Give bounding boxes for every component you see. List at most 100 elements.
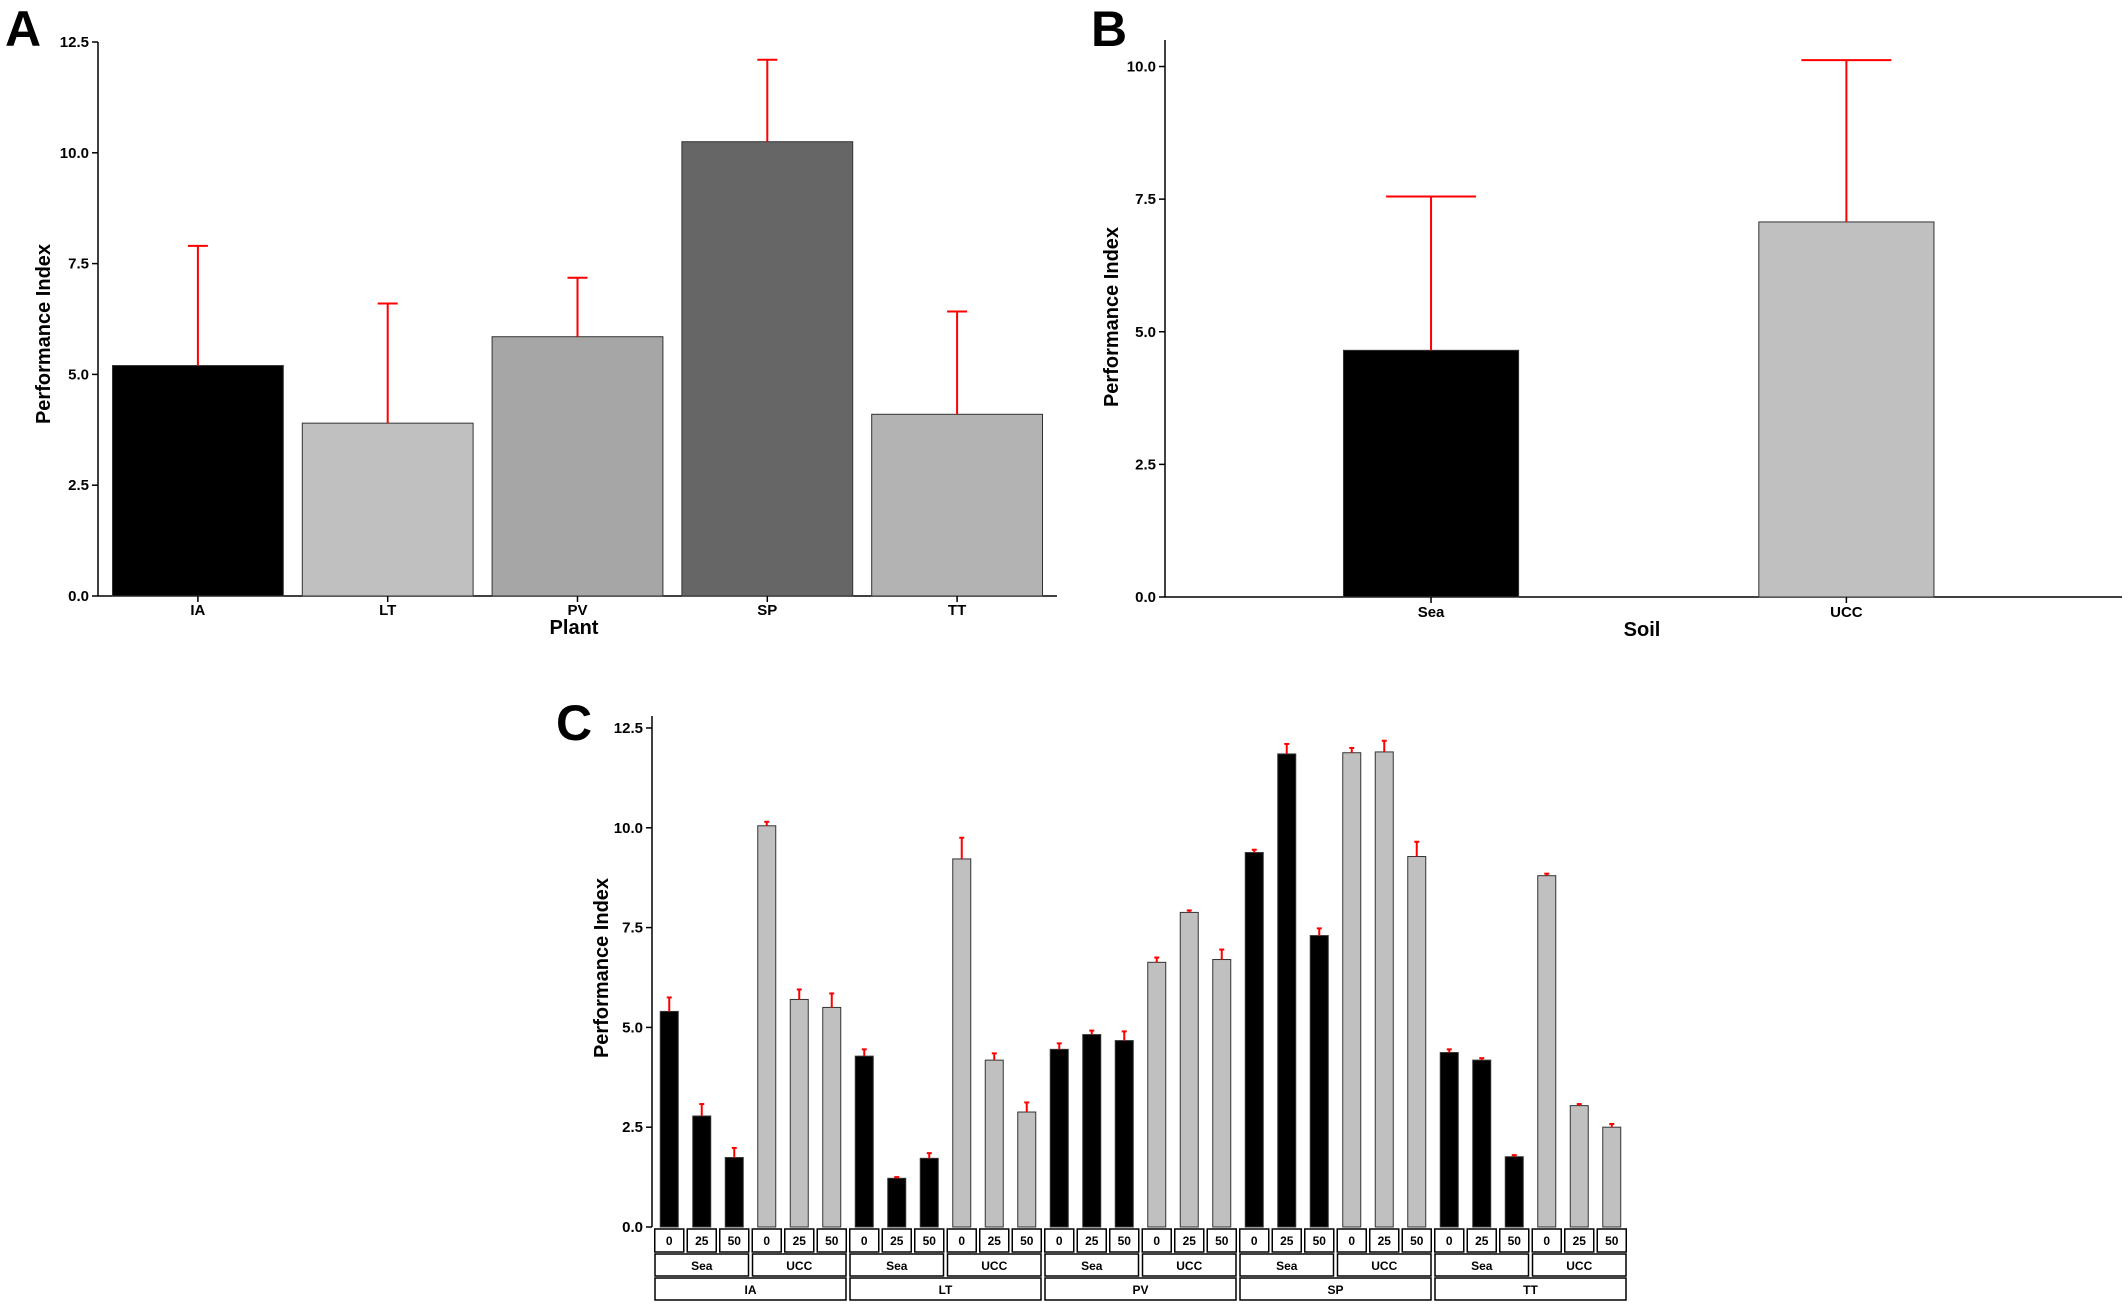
panel-c-level-label: 50 (1410, 1234, 1424, 1248)
panel-c-soil-strip (849, 1253, 945, 1277)
panel-c-soil-strip (1531, 1253, 1627, 1277)
panel-b-x-tick-label: Sea (1418, 604, 1445, 621)
panel-c-soil-label: UCC (1371, 1259, 1397, 1273)
panel-c-plant-label: IA (745, 1283, 757, 1297)
panel-c-level-strip (719, 1228, 750, 1253)
panel-c-level-strip (1336, 1228, 1367, 1253)
panel-b-y-tick-label: 0.0 (1135, 589, 1156, 606)
panel-c-level-label: 25 (1280, 1234, 1294, 1248)
panel-c-level-label: 25 (695, 1234, 709, 1248)
panel-letter-a: A (5, 1, 41, 57)
panel-c-level-strip (946, 1228, 977, 1253)
panel-c-bar-sp-ucc-0 (1342, 752, 1362, 1228)
panel-c-level-label: 0 (1543, 1234, 1550, 1248)
panel-b-x-axis-title: Soil (1624, 619, 1661, 641)
panel-b-chart: 0.0 2.5 5.0 7.5 10.0 Sea UCC (1127, 40, 2122, 621)
panel-c-level-label: 0 (1348, 1234, 1355, 1248)
panel-c-level-label: 50 (825, 1234, 839, 1248)
panel-c-level-label: 50 (1508, 1234, 1522, 1248)
panel-c-plant-label: PV (1132, 1283, 1148, 1297)
panel-c-level-strip (1466, 1228, 1497, 1253)
panel-c-level-label: 0 (958, 1234, 965, 1248)
panel-c-level-strip (1044, 1228, 1075, 1253)
panel-c-soil-strip (1336, 1253, 1432, 1277)
panel-c-soil-strip (1141, 1253, 1237, 1277)
panel-c-level-label: 25 (1085, 1234, 1099, 1248)
panel-c-y-tick-label: 0.0 (622, 1219, 643, 1236)
panel-b-x-tick-label: UCC (1830, 604, 1863, 621)
panel-c-plant-strip (849, 1277, 1042, 1301)
panel-c-bar-pv-ucc-25 (1179, 911, 1199, 1228)
panel-b-y-tick-label: 10.0 (1127, 59, 1156, 76)
panel-c-bar-ia-sea-0 (659, 1010, 679, 1228)
panel-c-plant-strip (654, 1277, 847, 1301)
panel-c-level-strip (1011, 1228, 1042, 1253)
panel-c-soil-label: UCC (981, 1259, 1007, 1273)
panel-c-level-strip (1206, 1228, 1237, 1253)
panel-c-level-strip (784, 1228, 815, 1253)
panel-b-bar-sea (1342, 349, 1520, 598)
panel-c-level-strip (914, 1228, 945, 1253)
panel-c-level-strip (1239, 1228, 1270, 1253)
panel-c-level-label: 0 (666, 1234, 673, 1248)
panel-c-level-strip (1401, 1228, 1432, 1253)
panel-c-y-tick-label: 12.5 (614, 720, 643, 737)
panel-c-level-strip (1434, 1228, 1465, 1253)
panel-c-level-label: 25 (988, 1234, 1002, 1248)
panel-a-y-axis-title: Performance Index (33, 244, 55, 424)
panel-c-soil-label: Sea (691, 1259, 713, 1273)
panel-c-bar-lt-sea-50 (919, 1157, 939, 1228)
panel-c-soil-label: UCC (1176, 1259, 1202, 1273)
panel-c-bar-lt-ucc-0 (952, 858, 972, 1228)
panel-c-level-label: 0 (763, 1234, 770, 1248)
panel-a-y-tick-label: 0.0 (68, 588, 89, 605)
panel-c-bar-ia-sea-25 (692, 1115, 712, 1228)
panel-c-bar-lt-sea-0 (854, 1055, 874, 1228)
panel-b-y-tick-label: 2.5 (1135, 456, 1156, 473)
panel-a-y-tick-label: 5.0 (68, 366, 89, 383)
panel-c-bar-tt-ucc-0 (1537, 875, 1557, 1228)
panel-c-level-label: 0 (1056, 1234, 1063, 1248)
panel-c-y-tick-label: 7.5 (622, 920, 643, 937)
panel-c-level-strip (686, 1228, 717, 1253)
panel-c-level-strip (816, 1228, 847, 1253)
panel-c-bar-pv-ucc-0 (1147, 961, 1167, 1228)
panel-a-y-tick-label: 10.0 (60, 145, 89, 162)
panel-c-soil-strip (1044, 1253, 1140, 1277)
panel-c-level-label: 50 (1118, 1234, 1132, 1248)
panel-c-bar-ia-ucc-0 (757, 825, 777, 1228)
panel-c-bar-tt-sea-50 (1504, 1156, 1524, 1228)
panel-c-bar-sp-sea-50 (1309, 935, 1329, 1228)
panel-c-bar-lt-ucc-25 (984, 1059, 1004, 1228)
panel-c-chart: 0.0 2.5 5.0 7.5 10.0 12.5 0 25 50 Sea 0 25 50 UCC IA 0 2… (614, 716, 1627, 1301)
panel-a-bar-ia (111, 365, 284, 597)
panel-c-bar-tt-sea-0 (1439, 1052, 1459, 1228)
panel-a-x-tick-label: LT (379, 602, 396, 619)
panel-c-bar-sp-ucc-50 (1407, 856, 1427, 1228)
panel-c-level-strip (1271, 1228, 1302, 1253)
panel-c-y-tick-label: 2.5 (622, 1119, 643, 1136)
panel-c-level-label: 25 (793, 1234, 807, 1248)
panel-c-level-label: 50 (923, 1234, 937, 1248)
panel-c-bar-pv-sea-25 (1082, 1034, 1102, 1228)
panel-c-level-strip (1369, 1228, 1400, 1253)
panel-c-soil-label: Sea (1276, 1259, 1298, 1273)
panel-c-bar-tt-sea-25 (1472, 1059, 1492, 1228)
panel-c-soil-strip (751, 1253, 847, 1277)
panel-c-level-strip (849, 1228, 880, 1253)
panel-b-y-tick-label: 7.5 (1135, 191, 1156, 208)
panel-a-x-tick-label: PV (567, 602, 587, 619)
panel-c-level-strip (1564, 1228, 1595, 1253)
panel-c-bar-sp-sea-25 (1277, 753, 1297, 1228)
panel-c-plant-strip (1239, 1277, 1432, 1301)
panel-c-level-label: 50 (1215, 1234, 1229, 1248)
panel-c-soil-label: Sea (886, 1259, 908, 1273)
panel-c-level-strip (1076, 1228, 1107, 1253)
panel-c-bar-pv-sea-0 (1049, 1048, 1069, 1228)
panel-letter-c: C (556, 695, 592, 751)
panel-c-bar-ia-sea-50 (724, 1157, 744, 1228)
panel-a-chart: 0.0 2.5 5.0 7.5 10.0 12.5 IA LT PV SP TT (60, 34, 1057, 619)
panel-letter-b: B (1091, 1, 1127, 57)
panel-c-level-label: 25 (1475, 1234, 1489, 1248)
